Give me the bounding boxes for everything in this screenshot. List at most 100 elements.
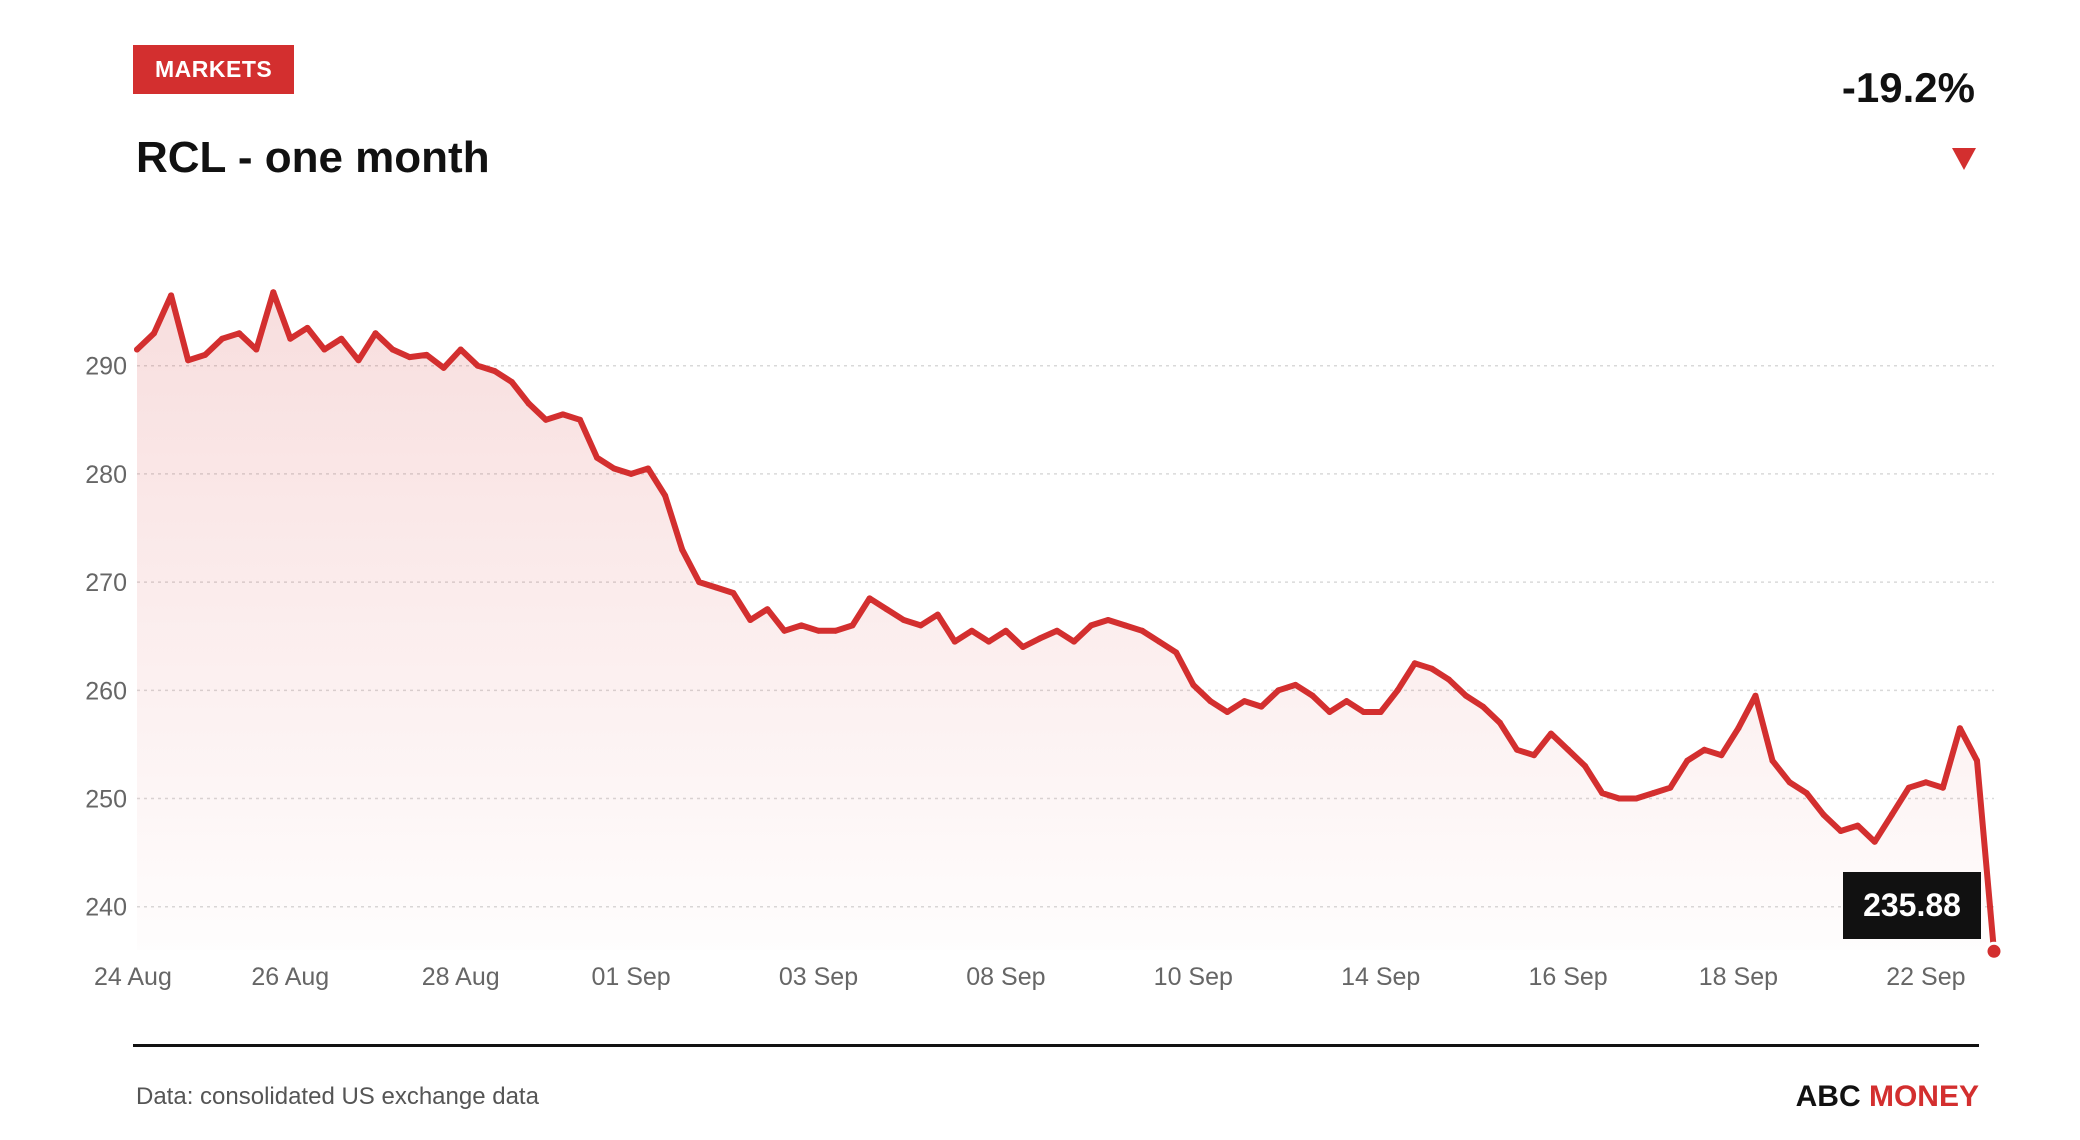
data-point bbox=[474, 362, 481, 369]
data-point bbox=[1241, 698, 1248, 705]
data-point bbox=[849, 622, 856, 629]
data-point bbox=[1326, 709, 1333, 715]
down-arrow-icon bbox=[1952, 148, 1976, 170]
data-point bbox=[1565, 746, 1572, 753]
data-point bbox=[372, 330, 379, 337]
y-tick-label: 280 bbox=[85, 461, 127, 489]
data-point bbox=[1036, 635, 1043, 642]
data-point bbox=[134, 346, 140, 353]
data-point bbox=[968, 627, 975, 634]
data-point bbox=[628, 470, 635, 477]
data-point bbox=[202, 351, 209, 358]
brand-money: MONEY bbox=[1868, 1080, 1979, 1113]
y-axis: 240 250 260 270 280 290 bbox=[85, 353, 127, 922]
last-value-label: 235.88 bbox=[1863, 887, 1961, 923]
data-point bbox=[406, 354, 413, 361]
data-point bbox=[1445, 676, 1452, 683]
data-point bbox=[645, 465, 652, 472]
data-point bbox=[457, 346, 464, 353]
data-point bbox=[1888, 811, 1895, 818]
data-point bbox=[1088, 622, 1095, 629]
data-point bbox=[1173, 649, 1180, 656]
data-point bbox=[1667, 784, 1674, 791]
last-point-marker bbox=[1984, 941, 2004, 961]
data-point bbox=[662, 492, 669, 499]
data-point bbox=[1752, 692, 1759, 699]
data-point bbox=[236, 330, 243, 337]
last-value-box bbox=[1843, 872, 1981, 939]
data-point bbox=[917, 622, 924, 629]
data-point bbox=[304, 324, 311, 331]
data-point bbox=[1531, 752, 1537, 759]
data-point bbox=[491, 368, 498, 375]
brand-abc: ABC bbox=[1795, 1080, 1861, 1113]
data-point bbox=[321, 346, 328, 353]
x-tick-label: 01 Sep bbox=[591, 963, 670, 991]
y-tick-label: 270 bbox=[85, 569, 127, 597]
data-point bbox=[270, 289, 277, 296]
data-point bbox=[525, 400, 532, 407]
footer-divider bbox=[133, 1044, 1979, 1047]
data-point bbox=[1616, 795, 1623, 802]
data-source-note: Data: consolidated US exchange data bbox=[136, 1083, 539, 1110]
data-point bbox=[168, 292, 175, 299]
data-point bbox=[1633, 795, 1640, 802]
x-tick-label: 03 Sep bbox=[779, 963, 858, 991]
data-point bbox=[151, 330, 157, 337]
data-point bbox=[764, 606, 771, 613]
data-point bbox=[1002, 627, 1009, 634]
last-value-callout: 235.88 bbox=[1843, 872, 1981, 939]
data-point bbox=[1803, 790, 1810, 797]
data-point bbox=[185, 357, 192, 364]
y-tick-label: 290 bbox=[85, 353, 127, 381]
data-point bbox=[815, 627, 822, 634]
data-point bbox=[1786, 779, 1793, 786]
x-tick-label: 26 Aug bbox=[251, 963, 329, 991]
y-tick-label: 240 bbox=[85, 894, 127, 922]
data-point bbox=[900, 617, 907, 623]
data-point bbox=[1922, 779, 1929, 786]
price-area bbox=[137, 292, 1994, 952]
data-point bbox=[355, 357, 362, 364]
data-point bbox=[679, 546, 686, 553]
data-point bbox=[1514, 746, 1520, 753]
percent-change: -19.2% bbox=[1841, 64, 1975, 111]
data-point bbox=[781, 627, 788, 634]
chart-title: RCL - one month bbox=[136, 133, 490, 182]
data-point bbox=[1309, 692, 1316, 699]
data-point bbox=[1769, 757, 1776, 764]
data-point bbox=[1224, 709, 1231, 715]
brand-logo: ABC MONEY bbox=[1796, 1080, 1979, 1114]
data-point bbox=[730, 590, 737, 596]
data-point bbox=[611, 465, 617, 472]
data-point bbox=[1292, 681, 1299, 688]
data-point bbox=[219, 335, 226, 342]
data-point bbox=[1105, 617, 1112, 623]
data-point bbox=[1905, 784, 1912, 791]
data-point bbox=[559, 411, 566, 418]
data-point bbox=[1207, 698, 1214, 705]
data-point bbox=[1411, 660, 1418, 667]
data-point bbox=[1122, 622, 1129, 629]
x-axis: 24 Aug 26 Aug 28 Aug 01 Sep 03 Sep 08 Sep 10 S… bbox=[94, 963, 1966, 991]
x-tick-label: 22 Sep bbox=[1886, 963, 1965, 991]
data-point bbox=[338, 335, 345, 342]
data-point bbox=[1394, 687, 1401, 694]
data-point bbox=[423, 351, 430, 358]
data-point bbox=[287, 335, 294, 342]
data-point bbox=[1939, 784, 1946, 791]
price-line bbox=[134, 289, 1997, 955]
data-point bbox=[798, 622, 805, 629]
data-point bbox=[1735, 725, 1742, 732]
data-point bbox=[508, 379, 515, 385]
data-point bbox=[1156, 638, 1163, 645]
data-point bbox=[1019, 644, 1026, 650]
data-point bbox=[1428, 665, 1435, 672]
data-point bbox=[1071, 638, 1077, 645]
x-tick-label: 10 Sep bbox=[1154, 963, 1233, 991]
data-point bbox=[1054, 627, 1060, 634]
data-point bbox=[1718, 752, 1725, 759]
data-point bbox=[1871, 838, 1878, 845]
data-point bbox=[1275, 687, 1282, 694]
